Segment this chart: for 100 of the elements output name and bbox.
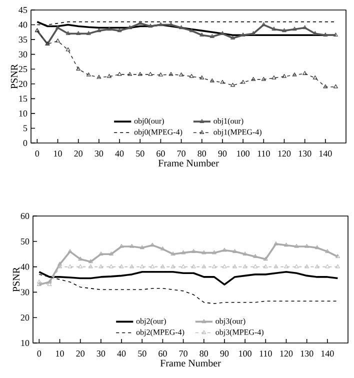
point xyxy=(263,264,268,268)
point xyxy=(148,72,153,76)
point xyxy=(96,28,102,32)
point xyxy=(284,242,288,247)
y-tick-label: 0 xyxy=(23,140,28,146)
point xyxy=(96,74,102,79)
point xyxy=(158,22,163,26)
point xyxy=(202,264,206,268)
point xyxy=(78,256,83,261)
x-tick-label: 50 xyxy=(136,150,144,157)
point xyxy=(119,264,124,268)
point xyxy=(170,264,176,268)
y-tick-label: 20 xyxy=(18,80,28,87)
point xyxy=(179,72,184,76)
y-tick-label: 35 xyxy=(18,36,28,43)
legend-label: obj0(MPEG-4) xyxy=(134,129,182,136)
point xyxy=(148,24,153,28)
y-axis-title: PSNR xyxy=(12,267,20,292)
point xyxy=(261,22,266,26)
point xyxy=(292,26,297,31)
x-tick-label: 100 xyxy=(239,350,252,357)
point xyxy=(130,244,134,248)
y-tick-label: 20 xyxy=(20,314,30,321)
point xyxy=(76,66,81,71)
x-tick-label: 40 xyxy=(115,150,124,157)
point xyxy=(323,32,328,37)
x-tick-label: 90 xyxy=(220,350,229,357)
point xyxy=(232,249,237,253)
y-tick-label: 60 xyxy=(20,212,30,220)
x-tick-label: 130 xyxy=(300,350,314,357)
legend-label: obj0(our) xyxy=(134,118,164,126)
point xyxy=(304,264,310,268)
point xyxy=(314,264,320,268)
x-tick-label: 140 xyxy=(321,350,334,357)
y-tick-label: 5 xyxy=(23,125,28,132)
point xyxy=(274,264,278,268)
x-tick-label: 90 xyxy=(218,150,227,157)
point xyxy=(314,245,320,250)
point xyxy=(230,82,235,87)
x-tick-label: 50 xyxy=(138,350,146,357)
point xyxy=(179,25,184,30)
x-tick-label: 130 xyxy=(298,150,312,157)
point xyxy=(76,31,81,36)
point xyxy=(232,264,237,268)
x-tick-label: 10 xyxy=(54,150,62,157)
point xyxy=(68,249,72,253)
x-tick-label: 110 xyxy=(258,150,270,157)
point xyxy=(191,264,196,268)
x-tick-label: 10 xyxy=(56,350,64,357)
y-axis-title: PSNR xyxy=(10,64,18,89)
point xyxy=(272,26,276,31)
point xyxy=(263,256,268,261)
point xyxy=(191,249,196,253)
legend-label: obj1(our) xyxy=(214,118,244,126)
point xyxy=(181,250,186,254)
point xyxy=(274,241,278,246)
point xyxy=(336,264,340,268)
point xyxy=(284,264,288,268)
y-tick-label: 25 xyxy=(18,66,28,72)
legend-label: obj3(MPEG-4) xyxy=(216,329,264,336)
point xyxy=(117,72,122,76)
x-tick-label: 30 xyxy=(96,350,106,357)
point xyxy=(312,75,318,80)
y-tick-label: 10 xyxy=(19,110,28,116)
x-tick-label: 140 xyxy=(319,150,332,157)
point xyxy=(240,80,246,84)
x-tick-label: 60 xyxy=(158,350,167,357)
point xyxy=(200,75,204,80)
point xyxy=(312,31,318,36)
point xyxy=(56,38,60,42)
point xyxy=(138,72,142,76)
point xyxy=(160,264,165,268)
point xyxy=(302,71,308,75)
point xyxy=(336,254,340,258)
point xyxy=(158,72,163,76)
y-tick-label: 50 xyxy=(20,238,30,244)
x-tick-label: 20 xyxy=(76,350,85,357)
point xyxy=(109,264,114,268)
legend-label: obj3(our) xyxy=(216,318,246,326)
x-tick-label: 120 xyxy=(278,150,291,157)
point xyxy=(294,264,299,268)
point xyxy=(98,264,104,268)
point xyxy=(86,31,91,36)
y-tick-label: 30 xyxy=(18,51,28,58)
point xyxy=(222,264,227,268)
x-tick-label: 0 xyxy=(37,350,42,357)
point xyxy=(58,264,62,268)
point xyxy=(222,248,227,252)
x-tick-label: 70 xyxy=(177,150,186,157)
point xyxy=(140,264,144,268)
point xyxy=(251,76,256,81)
point xyxy=(189,74,194,78)
point xyxy=(282,74,286,78)
point xyxy=(78,264,83,268)
point xyxy=(334,84,338,88)
point xyxy=(304,244,310,248)
point xyxy=(170,252,176,256)
point xyxy=(119,244,124,248)
point xyxy=(128,72,132,76)
x-tick-label: 0 xyxy=(35,150,40,157)
